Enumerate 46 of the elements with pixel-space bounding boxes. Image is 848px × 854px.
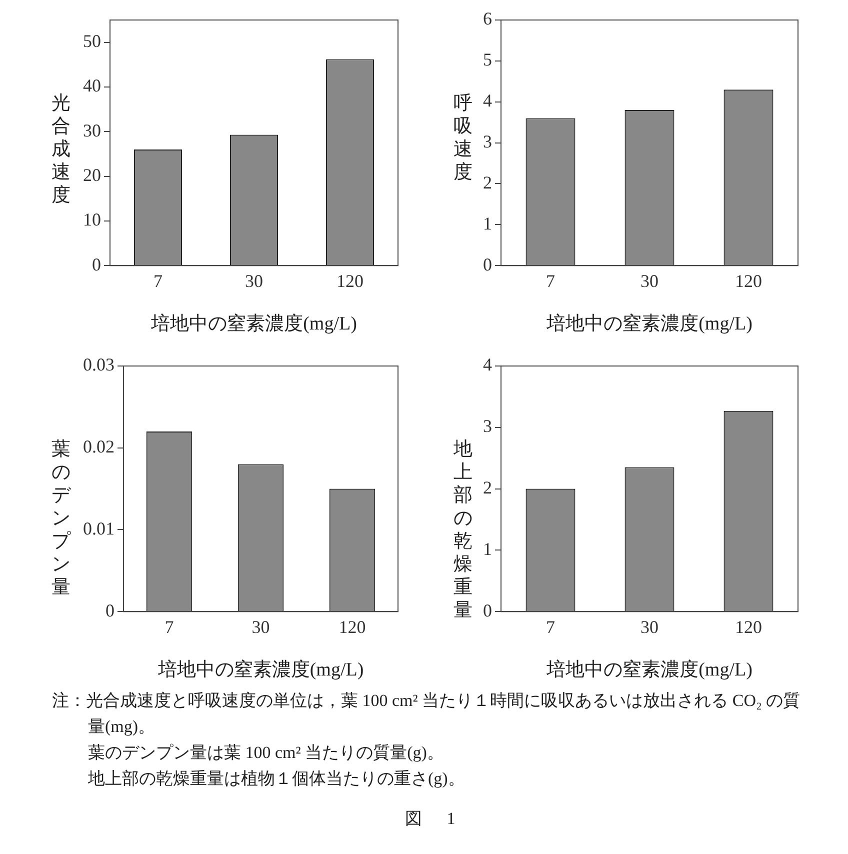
y-tick-label: 30: [83, 120, 101, 140]
y-tick-label: 4: [483, 354, 492, 375]
y-tick-label: 20: [83, 165, 101, 186]
y-tick-label: 1: [483, 213, 492, 234]
y-tick-label: 1: [483, 538, 492, 559]
y-tick-label: 2: [483, 172, 492, 192]
y-tick-label: 10: [83, 210, 101, 230]
y-tick-label: 0: [483, 600, 492, 620]
x-axis-title: 培地中の窒素濃度(mg/L): [150, 312, 357, 335]
y-tick-label: 3: [483, 416, 492, 436]
x-tick-label: 30: [245, 271, 263, 292]
y-tick-label: 3: [483, 132, 492, 152]
y-tick-label: 6: [483, 8, 492, 29]
y-tick-label: 0.02: [83, 436, 114, 457]
x-tick-label: 120: [336, 271, 364, 292]
x-tick-label: 7: [546, 271, 555, 292]
y-tick-label: 0: [483, 254, 492, 274]
x-tick-label: 7: [546, 617, 555, 638]
text: 葉のデンプン量は葉 100 cm² 当たりの質量(g)。: [87, 742, 445, 764]
x-tick-label: 30: [640, 617, 658, 638]
x-tick-label: 30: [252, 617, 270, 638]
y-tick-label: 0: [92, 254, 101, 274]
x-axis-title: 培地中の窒素濃度(mg/L): [546, 312, 752, 335]
y-tick-label: 0.01: [83, 518, 114, 538]
y-tick-label: 5: [483, 50, 492, 70]
x-tick-label: 120: [338, 617, 366, 638]
x-axis-title: 培地中の窒素濃度(mg/L): [156, 658, 364, 681]
x-tick-label: 7: [164, 617, 174, 638]
y-axis-title: 葉のデンプン量: [50, 438, 72, 599]
text: 地上部の乾燥重量は植物１個体当たりの重さ(g)。: [87, 768, 466, 790]
y-axis-title: 地上部の乾燥重量: [452, 438, 474, 622]
caption: 図 1: [404, 808, 460, 830]
text: 注：光合成速度と呼吸速度の単位は，葉 100 cm² 当たり１時間に吸収あるいは放出される CO₂ の質量(mg)。: [52, 690, 802, 738]
y-axis-title: 呼吸速度: [452, 92, 474, 184]
x-tick-label: 120: [735, 617, 762, 638]
y-tick-label: 0.03: [83, 354, 114, 375]
y-tick-label: 50: [83, 31, 101, 52]
y-tick-label: 0: [106, 600, 114, 620]
x-tick-label: 30: [640, 271, 658, 292]
y-tick-label: 4: [483, 90, 492, 111]
y-axis-title: 光合成速度: [50, 92, 72, 207]
x-tick-label: 120: [735, 271, 762, 292]
x-axis-title: 培地中の窒素濃度(mg/L): [546, 658, 752, 681]
y-tick-label: 2: [483, 478, 492, 498]
x-tick-label: 7: [154, 271, 162, 292]
y-tick-label: 40: [83, 76, 101, 96]
